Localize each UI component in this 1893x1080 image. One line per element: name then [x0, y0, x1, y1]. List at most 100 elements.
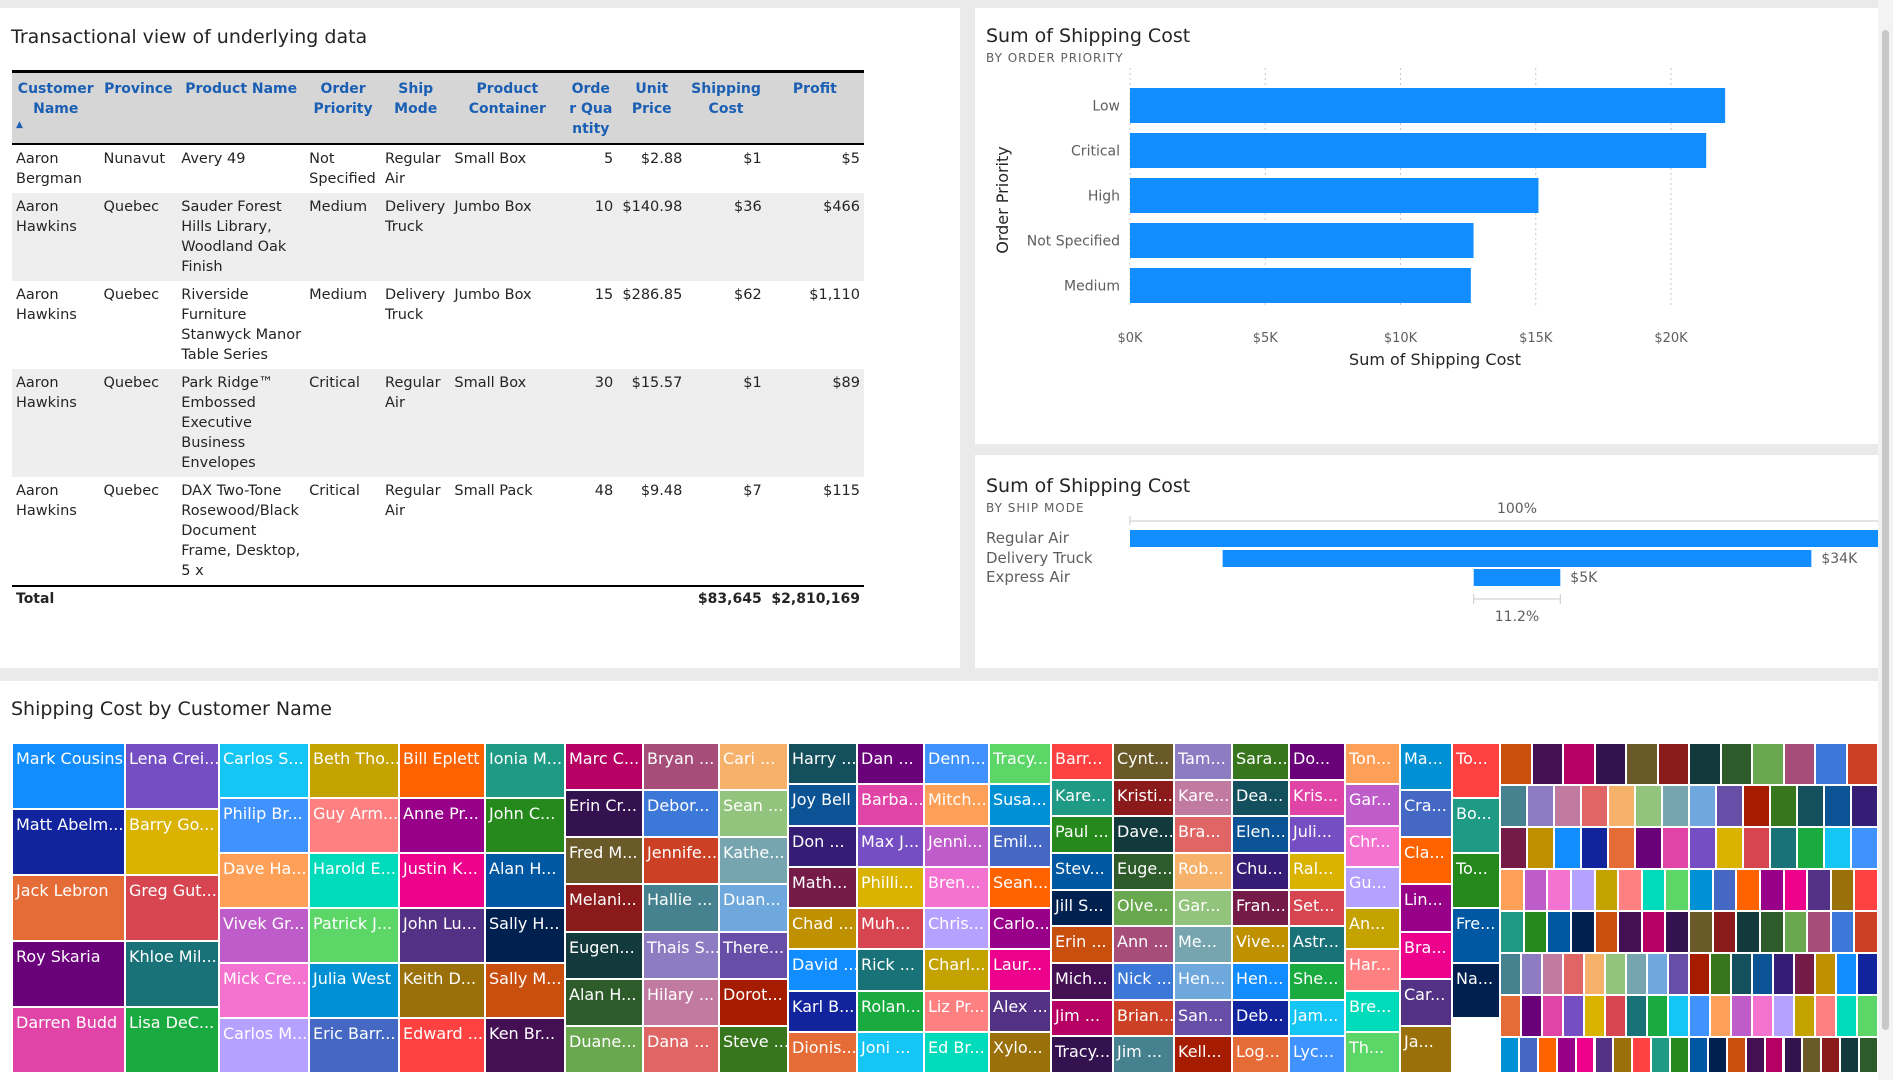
- treemap-cell[interactable]: Sean ...: [719, 790, 788, 838]
- treemap-cell[interactable]: [1662, 827, 1689, 869]
- treemap-cell[interactable]: Vivek Gr...: [219, 908, 309, 963]
- treemap-cell[interactable]: [1500, 953, 1521, 995]
- treemap-cell[interactable]: Mitch...: [924, 784, 989, 826]
- treemap-cell[interactable]: [1584, 995, 1605, 1037]
- treemap-cell[interactable]: [1547, 869, 1571, 911]
- treemap-cell[interactable]: Sally M...: [485, 963, 565, 1018]
- treemap-cell[interactable]: Xylo...: [989, 1031, 1051, 1073]
- treemap-cell[interactable]: Chr...: [1345, 825, 1400, 867]
- treemap-cell[interactable]: Dan ...: [857, 743, 924, 785]
- treemap-cell[interactable]: [1635, 827, 1662, 869]
- treemap-cell[interactable]: Cynt...: [1113, 743, 1174, 780]
- treemap-cell[interactable]: Rolan...: [857, 990, 924, 1032]
- treemap-cell[interactable]: Steve ...: [719, 1025, 788, 1073]
- treemap-cell[interactable]: [1657, 743, 1689, 785]
- treemap-cell[interactable]: Sara...: [1232, 743, 1289, 780]
- treemap-cell[interactable]: [1743, 785, 1770, 827]
- column-header-ship-mode[interactable]: Ship Mode: [381, 71, 451, 144]
- treemap-cell[interactable]: Erin Cr...: [565, 790, 643, 838]
- treemap-cell[interactable]: [1647, 995, 1668, 1037]
- treemap-cell[interactable]: Hen...: [1174, 963, 1232, 1000]
- treemap-cell[interactable]: Ionia M...: [485, 743, 565, 798]
- treemap-cell[interactable]: Dea...: [1232, 779, 1289, 817]
- treemap-cell[interactable]: [1707, 1037, 1727, 1073]
- treemap-cell[interactable]: Ja...: [1400, 1025, 1452, 1073]
- treemap-cell[interactable]: [1527, 827, 1554, 869]
- treemap-cell[interactable]: Hallie ...: [643, 884, 719, 932]
- treemap-cell[interactable]: [1712, 911, 1737, 953]
- treemap-cell[interactable]: [1764, 1037, 1784, 1073]
- treemap-cell[interactable]: Hilary ...: [643, 978, 719, 1026]
- treemap-cell[interactable]: [1815, 743, 1847, 785]
- treemap-cell[interactable]: [1581, 827, 1608, 869]
- treemap-cell[interactable]: Hen...: [1232, 963, 1289, 1000]
- treemap-cell[interactable]: Car...: [1400, 978, 1452, 1026]
- treemap-cell[interactable]: [1854, 911, 1878, 953]
- treemap-cell[interactable]: Jill S...: [1051, 889, 1113, 927]
- treemap-cell[interactable]: [1531, 743, 1563, 785]
- scrollbar-thumb[interactable]: [1882, 30, 1889, 1030]
- treemap-cell[interactable]: Carlo...: [989, 908, 1051, 950]
- treemap-cell[interactable]: Kris...: [1289, 779, 1345, 817]
- treemap-cell[interactable]: Kare...: [1051, 779, 1113, 817]
- treemap-cell[interactable]: Chris...: [924, 908, 989, 950]
- treemap-cell[interactable]: [1830, 911, 1855, 953]
- treemap-cell[interactable]: Guy Arm...: [309, 798, 399, 853]
- treemap-cell[interactable]: Edward ...: [399, 1018, 485, 1073]
- treemap-cell[interactable]: [1736, 911, 1760, 953]
- treemap-cell[interactable]: Ma...: [1400, 743, 1452, 791]
- treemap-cell[interactable]: Fred M...: [565, 837, 643, 885]
- treemap-cell[interactable]: Jenni...: [924, 825, 989, 867]
- treemap-cell[interactable]: Matt Abelm...: [12, 809, 125, 875]
- treemap-cell[interactable]: Gar...: [1174, 889, 1232, 927]
- treemap-cell[interactable]: [1547, 911, 1571, 953]
- treemap-cell[interactable]: Alex ...: [989, 990, 1051, 1032]
- treemap-cell[interactable]: To...: [1452, 853, 1500, 908]
- treemap-cell[interactable]: [1608, 785, 1635, 827]
- treemap-cell[interactable]: An...: [1345, 908, 1400, 950]
- treemap-cell[interactable]: [1815, 953, 1836, 995]
- treemap-cell[interactable]: Kare...: [1174, 779, 1232, 817]
- treemap-cell[interactable]: [1575, 1037, 1595, 1073]
- treemap-cell[interactable]: Lin...: [1400, 884, 1452, 932]
- treemap-cell[interactable]: Tracy...: [1051, 1036, 1113, 1073]
- treemap-cell[interactable]: [1731, 953, 1752, 995]
- treemap-cell[interactable]: [1759, 911, 1784, 953]
- treemap-cell[interactable]: [1710, 995, 1731, 1037]
- treemap-cell[interactable]: Bren...: [924, 866, 989, 908]
- treemap-cell[interactable]: [1556, 1037, 1576, 1073]
- treemap-cell[interactable]: There...: [719, 931, 788, 979]
- treemap-cell[interactable]: Alan H...: [485, 853, 565, 908]
- treemap-cell[interactable]: Elen...: [1232, 816, 1289, 853]
- treemap-cell[interactable]: [1668, 953, 1689, 995]
- treemap-cell[interactable]: [1689, 743, 1721, 785]
- page-scrollbar[interactable]: [1878, 0, 1893, 1080]
- treemap-cell[interactable]: [1807, 869, 1831, 911]
- treemap-cell[interactable]: [1716, 785, 1743, 827]
- treemap-cell[interactable]: [1523, 869, 1548, 911]
- treemap-cell[interactable]: [1770, 785, 1797, 827]
- treemap-cell[interactable]: Bre...: [1345, 990, 1400, 1032]
- treemap-cell[interactable]: Paul ...: [1051, 816, 1113, 853]
- treemap-cell[interactable]: John Lu...: [399, 908, 485, 963]
- treemap-cell[interactable]: [1626, 743, 1658, 785]
- treemap-cell[interactable]: Marc C...: [565, 743, 643, 791]
- treemap-cell[interactable]: [1635, 785, 1662, 827]
- treemap-cell[interactable]: [1500, 911, 1524, 953]
- treemap-cell[interactable]: [1689, 995, 1710, 1037]
- treemap-cell[interactable]: Kell...: [1174, 1036, 1232, 1073]
- treemap-cell[interactable]: [1563, 743, 1595, 785]
- treemap-cell[interactable]: Jack Lebron: [12, 875, 125, 941]
- treemap-cell[interactable]: Deb...: [1232, 999, 1289, 1037]
- treemap-cell[interactable]: Jennife...: [643, 837, 719, 885]
- treemap-cell[interactable]: Barr...: [1051, 743, 1113, 780]
- treemap-cell[interactable]: [1618, 869, 1642, 911]
- treemap-cell[interactable]: Dave Ha...: [219, 853, 309, 908]
- treemap-cell[interactable]: Sally H...: [485, 908, 565, 963]
- treemap-cell[interactable]: [1632, 1037, 1652, 1073]
- treemap-cell[interactable]: [1647, 953, 1668, 995]
- treemap-cell[interactable]: Ral...: [1289, 853, 1345, 890]
- column-header-customer-name[interactable]: Customer Name ▲: [12, 71, 100, 144]
- treemap-cell[interactable]: Mich...: [1051, 963, 1113, 1000]
- treemap-cell[interactable]: Charl...: [924, 949, 989, 991]
